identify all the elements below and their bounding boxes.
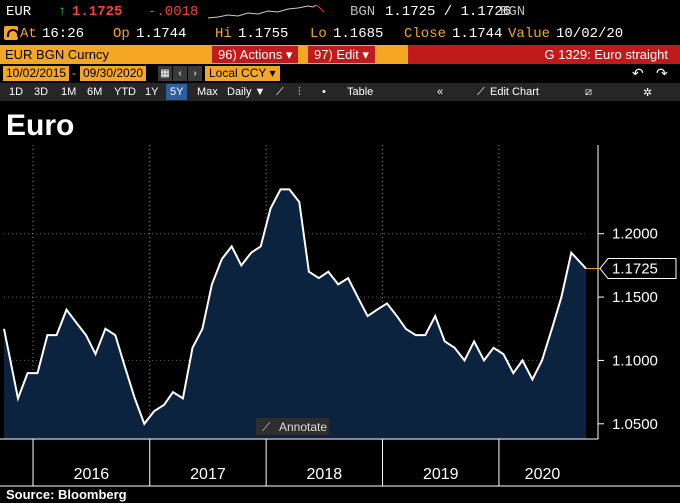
chart-title: Euro	[6, 109, 74, 142]
actions-menu-button[interactable]: 96) Actions ▾	[212, 46, 299, 63]
annotate-button[interactable]	[256, 418, 329, 435]
dropdown-icon[interactable]: •	[322, 86, 326, 98]
end-date-input[interactable]: 09/30/2020	[80, 66, 147, 81]
x-year-label: 2016	[74, 466, 110, 483]
period-1m[interactable]: 1M	[61, 86, 77, 98]
period-5y[interactable]: 5Y	[166, 84, 188, 100]
gauge-icon[interactable]	[4, 26, 19, 40]
price-change: -.0018	[148, 4, 199, 20]
period-ytd[interactable]: YTD	[114, 86, 136, 98]
high-value: 1.1755	[238, 26, 289, 42]
period-6m[interactable]: 6M	[87, 86, 103, 98]
at-time: 16:26	[42, 26, 85, 42]
open-label: Op	[113, 26, 130, 42]
at-label: At	[20, 26, 37, 42]
bid-ask-quote: 1.1725 / 1.1726	[385, 4, 512, 20]
close-label: Close	[404, 26, 447, 42]
price-area	[4, 189, 586, 439]
frequency-select[interactable]: Daily ▼	[227, 86, 266, 98]
low-label: Lo	[310, 26, 327, 42]
next-icon[interactable]: ›	[188, 66, 202, 81]
security-name[interactable]: EUR BGN Curncy	[5, 47, 110, 62]
range-dash: -	[72, 66, 76, 80]
ticker-symbol[interactable]: EUR	[6, 4, 32, 20]
x-year-label: 2018	[307, 466, 343, 483]
period-3d[interactable]: 3D	[34, 86, 49, 98]
last-value-marker: 1.1725	[586, 258, 677, 280]
value-label: Value	[508, 26, 551, 42]
draw-icon[interactable]: ⧄	[585, 86, 592, 98]
y-tick-label: 1.2000	[612, 226, 658, 243]
undo-icon[interactable]: ↶	[632, 65, 644, 81]
bar-style-icon[interactable]: ⫶	[298, 86, 301, 98]
bid-currency: BGN	[350, 4, 376, 20]
redo-icon[interactable]: ↷	[656, 65, 668, 81]
period-toolbar: 1D 3D 1M 6M YTD 1Y 5Y Max Daily ▼ ⟋ ⫶ • …	[0, 83, 680, 101]
period-max[interactable]: Max	[197, 86, 218, 98]
edit-chart-button[interactable]: Edit Chart	[490, 86, 539, 98]
graph-title: G 1329: Euro straight	[544, 47, 668, 62]
x-axis: 2016 2017 2018 2019 2020	[0, 438, 680, 487]
line-chart-icon[interactable]: ⟋	[276, 86, 284, 98]
close-value: 1.1744	[452, 26, 503, 42]
currency-select[interactable]: Local CCY ▾	[205, 66, 280, 81]
quote-bar: EUR ↑ 1.1725 -.0018 BGN 1.1725 / 1.1726 …	[0, 0, 680, 24]
x-year-label: 2020	[525, 466, 561, 483]
graph-title-field	[408, 45, 680, 64]
last-value-box	[599, 258, 677, 280]
stats-bar: At 16:26 Op 1.1744 Hi 1.1755 Lo 1.1685 C…	[0, 24, 680, 44]
calendar-icon[interactable]: ▦	[158, 66, 172, 81]
settings-gear-icon[interactable]: ✲	[643, 87, 653, 99]
last-value-label: 1.1725	[612, 261, 658, 278]
edit-menu-button[interactable]: 97) Edit ▾	[308, 46, 375, 63]
ask-currency: BGN	[500, 4, 526, 20]
last-price: 1.1725	[72, 4, 123, 20]
start-date-input[interactable]: 10/02/2015	[3, 66, 70, 81]
x-year-label: 2017	[190, 466, 226, 483]
x-year-label: 2019	[423, 466, 459, 483]
price-chart: Euro 1.2000 1.1500 1.1000 1.0500 1.1725 201…	[0, 109, 680, 502]
annotate-icon: ⟋	[262, 420, 271, 434]
function-toolbar: EUR BGN Curncy 96) Actions ▾ 97) Edit ▾ …	[0, 45, 680, 64]
up-arrow-icon: ↑	[58, 4, 67, 20]
y-tick-label: 1.1000	[612, 352, 658, 369]
security-field[interactable]	[0, 45, 408, 64]
period-1d[interactable]: 1D	[9, 86, 24, 98]
annotate-label[interactable]: Annotate	[279, 420, 327, 434]
date-range-bar: 10/02/2015 - 09/30/2020 ▦ ‹ › Local CCY …	[0, 64, 680, 83]
value-date: 10/02/20	[556, 26, 624, 42]
y-tick-label: 1.1500	[612, 289, 658, 306]
edit-chart-icon[interactable]: ⟋	[477, 86, 485, 98]
low-value: 1.1685	[333, 26, 384, 42]
y-axis: 1.2000 1.1500 1.1000 1.0500	[598, 226, 658, 433]
collapse-icon[interactable]: «	[437, 86, 444, 98]
sparkline	[208, 4, 325, 19]
high-label: Hi	[215, 26, 232, 42]
period-1y[interactable]: 1Y	[145, 86, 159, 98]
open-value: 1.1744	[136, 26, 187, 42]
price-line	[3, 188, 587, 426]
prev-icon[interactable]: ‹	[173, 66, 187, 81]
source-note: Source: Bloomberg	[6, 487, 127, 502]
table-button[interactable]: Table	[347, 86, 374, 98]
y-tick-label: 1.0500	[612, 416, 658, 433]
